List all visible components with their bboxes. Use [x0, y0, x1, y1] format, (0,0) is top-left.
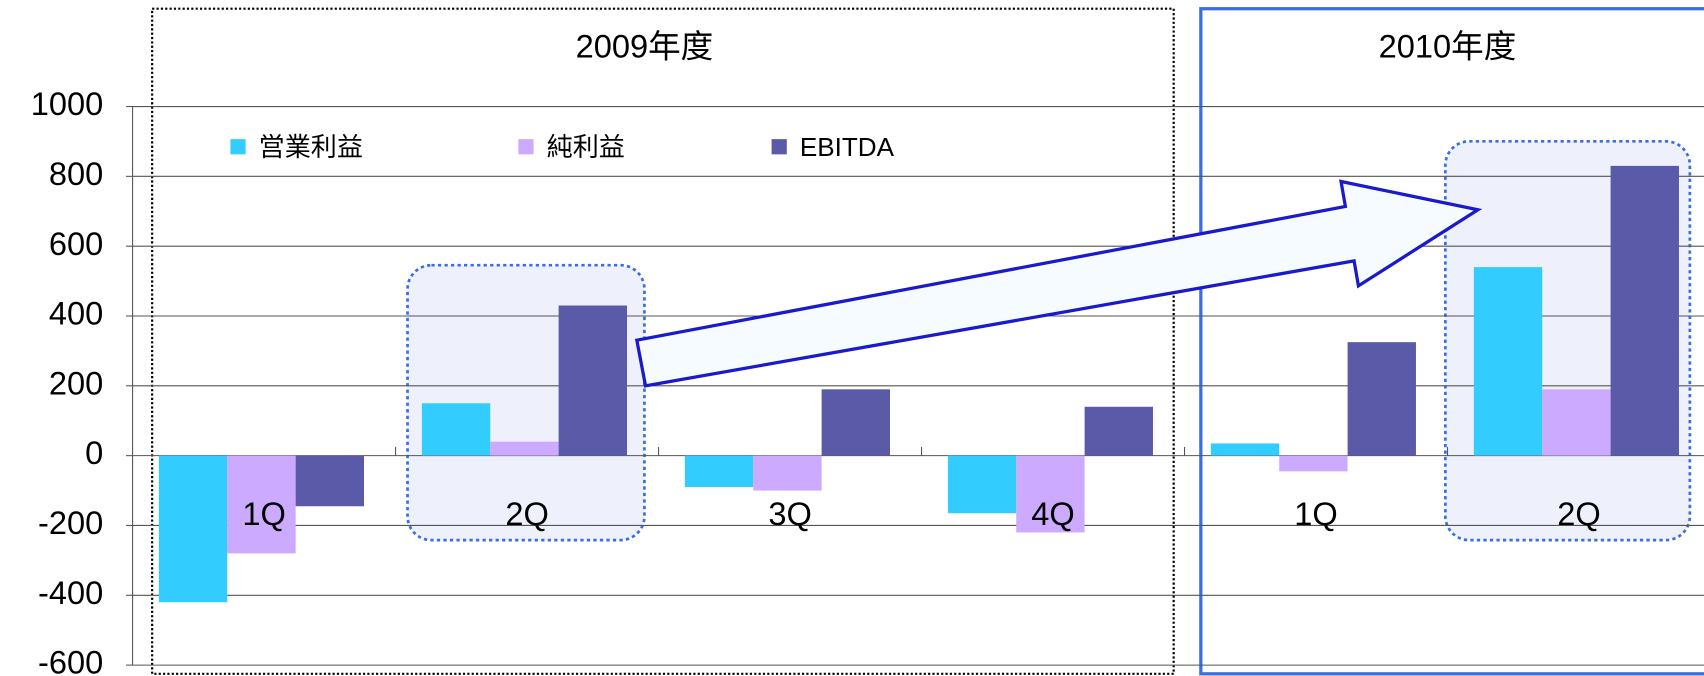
legend-swatch [230, 139, 246, 155]
x-tick-label: 1Q [242, 495, 285, 532]
plot: -600 -400 -200 0 200 400 600 800 1000 1Q 2Q 3Q 4Q 1Q 2… [31, 85, 1704, 676]
legend-label: 営業利益 [259, 132, 363, 162]
legend-swatch [518, 139, 534, 155]
bar [753, 455, 822, 491]
y-tick-label: 600 [49, 225, 103, 262]
y-tick-label: -600 [38, 644, 103, 676]
bar [295, 455, 365, 507]
y-tick-label: 200 [49, 364, 103, 401]
fy2009-frame [151, 7, 1175, 675]
group-label: 2010年度 [1379, 28, 1517, 65]
bar [1210, 443, 1280, 456]
bar [821, 389, 890, 456]
y-tick-label: -200 [38, 504, 103, 541]
y-tick-label: 1000 [31, 85, 104, 122]
growth-arrow [634, 179, 1483, 388]
bar [1347, 342, 1416, 456]
legend-label: 純利益 [547, 132, 625, 162]
x-tick-label: 4Q [1031, 495, 1074, 532]
y-tick-label: 800 [49, 155, 103, 192]
bar [1279, 455, 1348, 472]
legend-label: EBITDA [800, 132, 895, 162]
bar [1542, 389, 1611, 456]
bar [421, 403, 491, 456]
y-tick-label: 0 [85, 434, 103, 471]
bar [1473, 267, 1543, 456]
bar [227, 455, 296, 554]
bar [1084, 406, 1153, 456]
bar [947, 455, 1017, 514]
bar [490, 441, 559, 456]
group-label: 2009年度 [576, 28, 714, 65]
legend-swatch [771, 139, 787, 155]
y-tick-label: -400 [38, 574, 103, 611]
bar [684, 455, 754, 488]
y-tick-label: 400 [49, 295, 103, 332]
bar [558, 305, 628, 456]
fy2010-frame [1199, 7, 1704, 676]
x-tick-label: 2Q [1557, 495, 1600, 532]
bar [1610, 165, 1679, 456]
bar [158, 455, 228, 603]
bar [1016, 455, 1085, 533]
x-tick-label: 3Q [768, 495, 811, 532]
x-tick-label: 2Q [505, 495, 548, 532]
x-tick-label: 1Q [1294, 495, 1337, 532]
